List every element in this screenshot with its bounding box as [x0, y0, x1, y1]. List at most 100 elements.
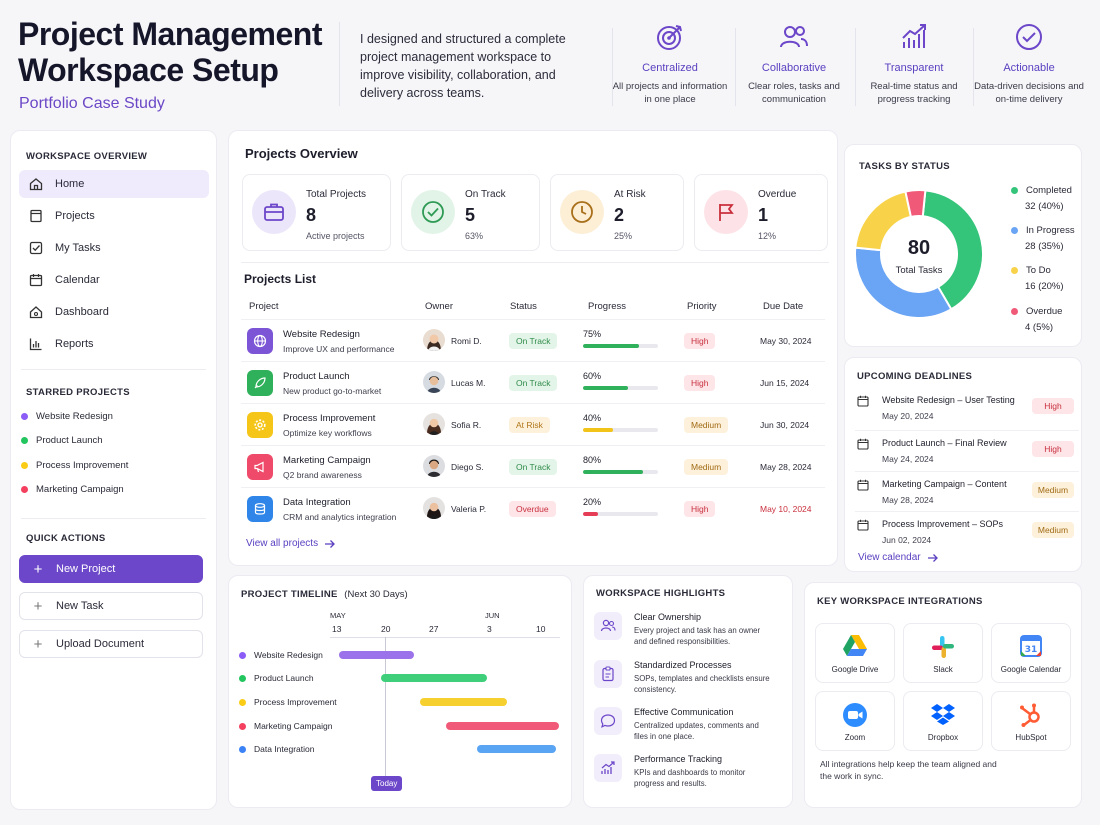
clock-icon [560, 190, 604, 234]
table-row[interactable]: Product Launch New product go-to-market … [241, 361, 825, 403]
integration-name: Slack [933, 665, 953, 674]
owner-name: Lucas M. [451, 378, 486, 388]
sidebar-item-label: Home [55, 178, 85, 190]
upload-document-button[interactable]: + Upload Document [19, 630, 203, 658]
stat-on-track: On Track 5 63% [401, 174, 540, 251]
legend-dot [1011, 267, 1018, 274]
legend-value: 4 (5%) [1025, 322, 1053, 333]
pillar-divider [855, 28, 856, 106]
highlight-item: Clear Ownership Every project and task h… [594, 612, 774, 652]
timeline-row-label: Process Improvement [254, 697, 337, 707]
progress-label: 75% [583, 329, 602, 339]
owner-name: Sofia R. [451, 420, 482, 430]
tick-label: 3 [487, 624, 492, 634]
stat-at-risk: At Risk 2 25% [550, 174, 684, 251]
new-project-button[interactable]: + New Project [19, 555, 203, 583]
integration-dropbox[interactable]: Dropbox [903, 691, 983, 751]
pillar-centralized: Centralized All projects and information… [610, 22, 730, 106]
sidebar-item-calendar[interactable]: Calendar [19, 266, 209, 294]
table-row[interactable]: Marketing Campaign Q2 brand awareness Di… [241, 445, 825, 487]
integration-google-calendar[interactable]: 31 Google Calendar [991, 623, 1071, 683]
deadline-item[interactable]: Website Redesign – User Testing May 20, … [855, 391, 1081, 431]
table-row[interactable]: Data Integration CRM and analytics integ… [241, 487, 825, 529]
tick-label: 27 [429, 624, 439, 634]
integration-name: Dropbox [927, 733, 959, 742]
project-name: Process Improvement [283, 413, 376, 424]
sidebar-item-label: Dashboard [55, 306, 109, 318]
view-all-projects-link[interactable]: View all projects [246, 538, 336, 549]
status-badge: On Track [509, 375, 558, 391]
progress-bar [583, 428, 658, 432]
globe-icon [247, 328, 273, 354]
progress-label: 40% [583, 413, 602, 423]
divider [855, 511, 1079, 512]
pillar-desc: All projects and information in one plac… [612, 81, 728, 105]
table-row[interactable]: Website Redesign Improve UX and performa… [241, 319, 825, 361]
section-title: UPCOMING DEADLINES [857, 371, 973, 382]
starred-project[interactable]: Process Improvement [21, 460, 128, 471]
sidebar-item-label: Projects [55, 210, 95, 222]
integration-google-drive[interactable]: Google Drive [815, 623, 895, 683]
section-title: WORKSPACE HIGHLIGHTS [596, 588, 726, 599]
timeline-bar[interactable] [477, 745, 556, 753]
column-header: Progress [588, 301, 627, 312]
pillar-title: Centralized [642, 62, 698, 74]
project-desc: Q2 brand awareness [283, 470, 362, 480]
pillar-title: Actionable [1003, 62, 1055, 74]
timeline-bar[interactable] [339, 651, 414, 659]
due-date: Jun 15, 2024 [760, 378, 810, 388]
color-dot [21, 413, 28, 420]
starred-project[interactable]: Website Redesign [21, 411, 113, 422]
new-task-button[interactable]: + New Task [19, 592, 203, 620]
timeline-heading: PROJECT TIMELINE (Next 30 Days) [241, 589, 408, 600]
timeline-row: Marketing Campaign [239, 721, 332, 731]
highlight-desc: KPIs and dashboards to monitor progress … [634, 768, 746, 788]
integration-hubspot[interactable]: HubSpot [991, 691, 1071, 751]
column-header: Project [249, 301, 279, 312]
table-row[interactable]: Process Improvement Optimize key workflo… [241, 403, 825, 445]
priority-badge: High [684, 375, 716, 391]
stat-sub: 25% [614, 231, 633, 241]
page-subtitle: Portfolio Case Study [19, 95, 165, 112]
project-desc: CRM and analytics integration [283, 512, 397, 522]
sidebar-item-my-tasks[interactable]: My Tasks [19, 234, 209, 262]
calendar-icon [857, 395, 869, 407]
color-dot [21, 462, 28, 469]
chart-trend-icon [902, 24, 926, 48]
legend-dot [1011, 308, 1018, 315]
sidebar-item-projects[interactable]: Projects [19, 202, 209, 230]
column-header: Status [510, 301, 537, 312]
priority-badge: High [684, 333, 716, 349]
timeline-bar[interactable] [420, 698, 507, 706]
sidebar-item-reports[interactable]: Reports [19, 330, 209, 358]
status-badge: Overdue [509, 501, 556, 517]
sidebar-item-home[interactable]: Home [19, 170, 209, 198]
stat-total-projects: Total Projects 8 Active projects [242, 174, 391, 251]
deadline-item[interactable]: Marketing Campaign – Content May 28, 202… [855, 475, 1081, 515]
starred-project[interactable]: Product Launch [21, 435, 103, 446]
sidebar-item-dashboard[interactable]: Dashboard [19, 298, 209, 326]
view-calendar-link[interactable]: View calendar [858, 552, 939, 563]
stat-label: Total Projects [306, 189, 367, 200]
starred-project[interactable]: Marketing Campaign [21, 484, 124, 495]
timeline-bar[interactable] [381, 674, 487, 682]
starred-label: Process Improvement [36, 460, 129, 471]
timeline-range: (Next 30 Days) [344, 589, 408, 600]
deadline-item[interactable]: Product Launch – Final Review May 24, 20… [855, 434, 1081, 474]
avatar [423, 455, 445, 477]
deadline-item[interactable]: Process Improvement – SOPs Jun 02, 2024 … [855, 515, 1081, 555]
priority-badge: Medium [684, 459, 729, 475]
stat-value: 5 [465, 205, 476, 225]
stat-value: 1 [758, 205, 769, 225]
intro-text: I designed and structured a complete pro… [360, 32, 566, 100]
integration-slack[interactable]: Slack [903, 623, 983, 683]
pillar-desc: Data-driven decisions and on-time delive… [974, 81, 1084, 105]
stat-value: 2 [614, 205, 625, 225]
stat-label: On Track [465, 189, 506, 200]
integration-zoom[interactable]: Zoom [815, 691, 895, 751]
timeline-bar[interactable] [446, 722, 559, 730]
plus-icon: + [33, 560, 43, 578]
projects-overview-panel: Projects Overview Total Projects 8 Activ… [228, 130, 838, 566]
stat-sub: 12% [758, 231, 777, 241]
column-header: Owner [425, 301, 453, 312]
